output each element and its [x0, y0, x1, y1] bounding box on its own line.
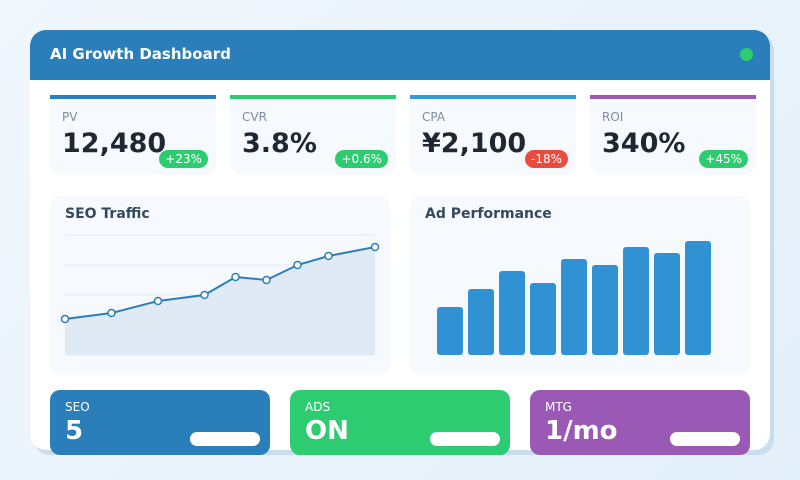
- bar: [530, 283, 556, 355]
- kpi-card-roi: ROI 340% +45%: [590, 95, 756, 175]
- kpi-accent-bar: [410, 95, 576, 99]
- chart-title: SEO Traffic: [65, 206, 150, 222]
- area-fill: [65, 247, 375, 355]
- kpi-label: CVR: [242, 110, 267, 124]
- kpi-label: CPA: [422, 110, 446, 124]
- data-point: [324, 251, 333, 261]
- ad-performance-chart: [437, 241, 711, 355]
- tile-label: SEO: [65, 400, 90, 414]
- bar: [654, 253, 680, 355]
- kpi-change-badge: +45%: [699, 150, 748, 168]
- kpi-accent-bar: [230, 95, 396, 99]
- bar: [561, 259, 587, 355]
- header: AI Growth Dashboard: [30, 30, 770, 80]
- tile-seo[interactable]: SEO 5: [50, 390, 270, 455]
- tile-action-button[interactable]: [670, 432, 740, 446]
- kpi-accent-bar: [590, 95, 756, 99]
- kpi-label: PV: [62, 110, 78, 124]
- bar: [437, 307, 463, 355]
- data-point: [60, 314, 70, 324]
- tile-value: 5: [65, 416, 84, 446]
- chart-title: Ad Performance: [425, 206, 552, 222]
- seo-traffic-panel: SEO Traffic: [50, 195, 390, 375]
- kpi-change-badge: +0.6%: [335, 150, 388, 168]
- data-point: [107, 308, 116, 318]
- data-point: [293, 260, 302, 270]
- tile-action-button[interactable]: [430, 432, 500, 446]
- data-point: [370, 242, 380, 252]
- tile-label: MTG: [545, 400, 572, 414]
- status-indicator-icon: [740, 48, 753, 61]
- bar: [499, 271, 525, 355]
- kpi-card-cpa: CPA ¥2,100 -18%: [410, 95, 576, 175]
- kpi-value: 340%: [602, 128, 686, 159]
- kpi-value: ¥2,100: [422, 128, 527, 159]
- kpi-change-badge: -18%: [524, 150, 568, 168]
- kpi-card-cvr: CVR 3.8% +0.6%: [230, 95, 396, 175]
- seo-traffic-chart: [60, 234, 380, 356]
- kpi-value: 3.8%: [242, 128, 317, 159]
- ad-performance-panel: Ad Performance: [410, 195, 750, 375]
- kpi-value: 12,480: [62, 128, 167, 159]
- dashboard-card: AI Growth Dashboard PV 12,480 +23% CVR 3…: [30, 30, 770, 455]
- data-point: [200, 290, 209, 300]
- data-point: [153, 296, 163, 306]
- kpi-card-pv: PV 12,480 +23%: [50, 95, 216, 175]
- data-point: [262, 275, 271, 285]
- kpi-label: ROI: [602, 110, 624, 124]
- tile-action-button[interactable]: [190, 432, 260, 446]
- bar: [623, 247, 649, 355]
- tile-label: ADS: [305, 400, 331, 414]
- bar: [468, 289, 494, 355]
- tile-mtg[interactable]: MTG 1/mo: [530, 390, 750, 455]
- tile-value: 1/mo: [545, 416, 618, 446]
- tile-value: ON: [305, 416, 349, 446]
- kpi-accent-bar: [50, 95, 216, 99]
- tile-ads[interactable]: ADS ON: [290, 390, 510, 455]
- kpi-change-badge: +23%: [159, 150, 208, 168]
- bar: [685, 241, 711, 355]
- page-title: AI Growth Dashboard: [50, 45, 231, 63]
- data-point: [231, 272, 240, 282]
- bar: [592, 265, 618, 355]
